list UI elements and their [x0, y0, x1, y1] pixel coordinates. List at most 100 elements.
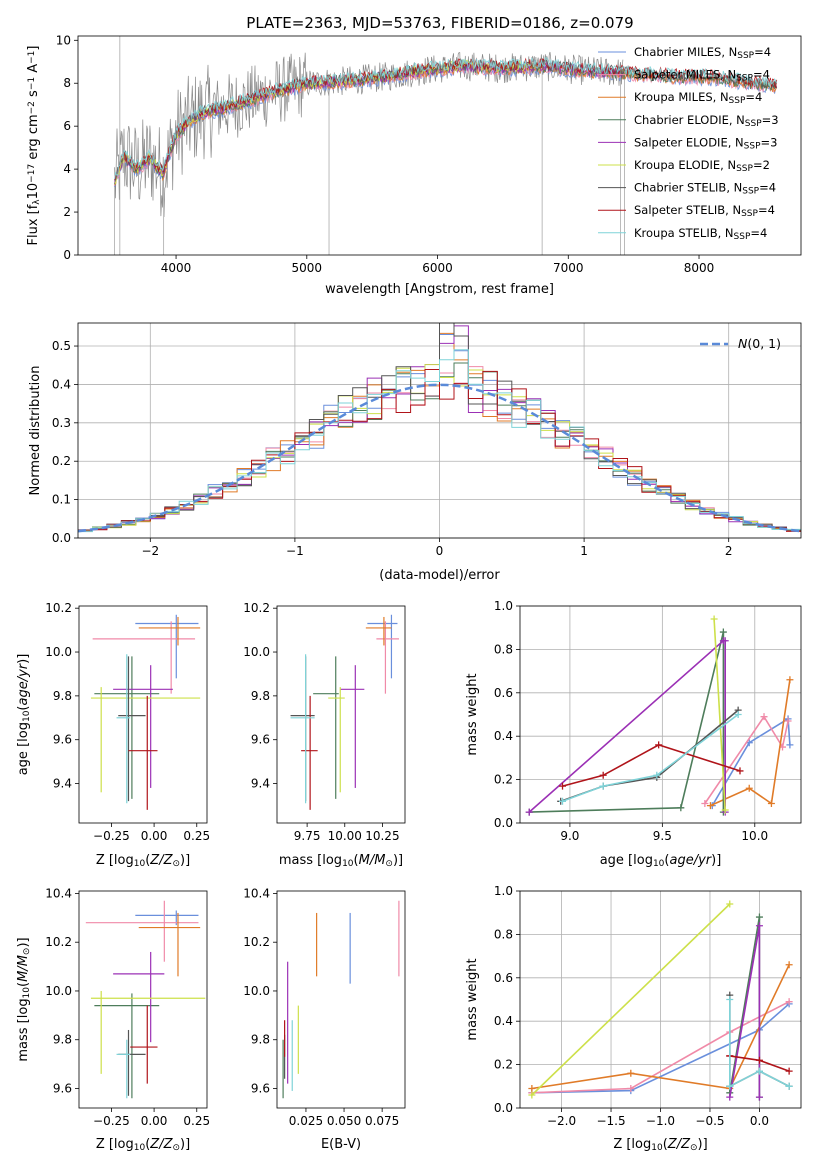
y-axis-label-part: −2 — [27, 101, 37, 114]
x-axis-label-part: ( — [145, 853, 150, 868]
legend-label-salpeter-elodie: Salpeter ELODIE, NSSP=3 — [634, 135, 777, 151]
series-marker — [755, 1093, 763, 1101]
legend-label-kroupa-miles-part: SSP — [729, 96, 746, 106]
legend-label-salpeter-elodie-part: SSP — [744, 142, 761, 152]
x-tick-label: −0.25 — [93, 1114, 130, 1128]
legend-label-salpeter-miles-part: Salpeter MILES, N — [634, 68, 736, 82]
legend-label-kroupa-elodie-part: SSP — [736, 164, 753, 174]
axes-mass_vs_Z: −0.25 0.00 0.259.69.810.010.210.4Z [log10(… — [16, 886, 210, 1153]
series-marker — [745, 784, 753, 792]
legend-label-salpeter-miles-part: =4 — [753, 68, 770, 82]
x-axis-label-part: ( — [354, 853, 359, 868]
x-axis-label-part: )] — [698, 1137, 708, 1152]
series-chabrier-miles — [708, 715, 794, 810]
axes-mass_vs_ebv: 0.025 0.050 0.075 9.6 9.8 10.0 10.2 10.4 E(B-V) — [243, 886, 406, 1152]
y-tick-label: 0.4 — [494, 1014, 513, 1028]
errorbar-kroupa-stelib — [290, 654, 315, 804]
x-tick-label: 2 — [725, 544, 733, 558]
series-line — [562, 713, 739, 803]
x-axis-label-part: 10 — [653, 859, 665, 869]
legend-label-salpeter-miles: Salpeter MILES, NSSP=4 — [634, 68, 770, 84]
y-axis-label-part: 10 — [22, 710, 32, 722]
x-axis-label-part: )] — [180, 853, 190, 868]
series-salpeter-stelib — [559, 741, 744, 790]
y-tick-label: 1.0 — [494, 599, 513, 613]
y-tick-label: 0.0 — [52, 531, 71, 545]
x-axis-label-part: Z — [163, 1137, 174, 1152]
errorbar-chabrier-elodie — [313, 656, 339, 799]
y-tick-label: 0.2 — [494, 773, 513, 787]
errorbar-kroupa-miles — [365, 616, 392, 646]
plot-area-massweight_vs_Z — [528, 900, 793, 1101]
errorbar-kroupa-elodie — [328, 687, 345, 793]
series-marker — [784, 717, 792, 725]
legend-label-kroupa-miles-part: =4 — [745, 90, 762, 104]
y-axis-label-part: ( — [16, 706, 31, 711]
x-axis-label-part: Z [log — [96, 1137, 134, 1152]
series-line — [713, 618, 726, 811]
series-marker — [755, 1067, 763, 1075]
series-kroupa-miles — [706, 676, 794, 810]
x-axis-label-part: wavelength [Angstrom, rest frame] — [325, 282, 554, 297]
series-line — [529, 631, 725, 813]
errorbar-kroupa-elodie — [90, 990, 206, 1074]
errorbar-salpeter-elodie — [113, 951, 165, 1043]
y-tick-label: 1.0 — [494, 884, 513, 898]
x-tick-label: −2 — [141, 544, 159, 558]
y-axis-label: mass weight — [465, 673, 480, 755]
errorbar-kroupa-stelib — [116, 1039, 131, 1099]
model-line-kroupa-elodie — [114, 58, 542, 185]
legend-label-salpeter-elodie-part: Salpeter ELODIE, N — [634, 135, 744, 149]
axes-frame — [276, 890, 406, 1109]
series-line — [729, 925, 761, 1098]
x-tick-label: −0.5 — [695, 1114, 724, 1128]
legend-label-kroupa-miles-part: Kroupa MILES, N — [634, 90, 729, 104]
series-marker — [701, 799, 709, 807]
x-tick-label: 0.25 — [183, 1114, 210, 1128]
x-axis-label-part: Z — [680, 1137, 691, 1152]
x-tick-label: −1 — [286, 544, 304, 558]
legend-label-normal-part: N — [738, 336, 748, 351]
y-axis-label-part: age [log — [16, 722, 31, 775]
errorbar-chabrier-stelib — [118, 656, 146, 802]
x-axis-label-part: Z — [667, 1137, 678, 1152]
x-tick-label: 5000 — [292, 261, 323, 275]
y-axis-label: age [log10(age/yr)] — [16, 654, 32, 776]
errorbar-kroupa-miles — [138, 912, 201, 977]
y-tick-label: 9.6 — [53, 1081, 72, 1095]
figure-title: PLATE=2363, MJD=53763, FIBERID=0186, z=0… — [246, 14, 633, 32]
x-axis-label-part: M — [374, 853, 385, 868]
series-marker — [726, 996, 734, 1003]
errorbar-salpeter-stelib — [301, 695, 318, 810]
y-tick-label: 9.8 — [53, 1033, 72, 1047]
y-axis-label: mass weight — [465, 958, 480, 1040]
legend-label-chabrier-miles-part: Chabrier MILES, N — [634, 45, 737, 59]
y-axis-label-part: A — [26, 64, 41, 77]
plot-area-spectrum — [114, 36, 778, 255]
x-axis-label-part: ( — [663, 1137, 668, 1152]
x-axis-label-part: age/yr — [669, 853, 712, 868]
errorbar-chabrier-elodie — [94, 993, 160, 1099]
x-axis-label-part: ( — [145, 1137, 150, 1152]
y-axis-label-part: mass [log — [16, 998, 31, 1061]
x-axis-label-part: ⊙ — [385, 859, 393, 869]
series-marker — [726, 1082, 734, 1090]
y-axis-label-part: M — [16, 971, 31, 982]
y-tick-label: 10.2 — [243, 935, 270, 949]
series-line — [729, 999, 790, 1088]
errorbar-chabrier-miles — [367, 614, 398, 679]
y-tick-label: 9.4 — [53, 777, 72, 791]
x-axis-label: wavelength [Angstrom, rest frame] — [325, 282, 554, 297]
x-axis-label-part: / — [158, 853, 165, 868]
errorbar-chabrier-stelib — [290, 656, 315, 802]
y-tick-label: 0.6 — [494, 971, 513, 985]
y-tick-label: 9.6 — [251, 1081, 270, 1095]
legend-label-normal-part: (0, 1) — [747, 336, 781, 351]
plot-area-massweight_vs_age — [525, 615, 794, 816]
x-axis-label: Z [log10(Z/Z⊙)] — [96, 853, 190, 869]
y-tick-label: 0.3 — [52, 416, 71, 430]
x-tick-label: 7000 — [553, 261, 584, 275]
legend-label-chabrier-stelib-part: Chabrier STELIB, N — [634, 181, 742, 195]
axes-massweight_vs_Z: −2.0 −1.5 −1.0 −0.5 0.0 0.0 0.2 0.4 0.6 0.8 1.0 mas… — [465, 884, 802, 1153]
